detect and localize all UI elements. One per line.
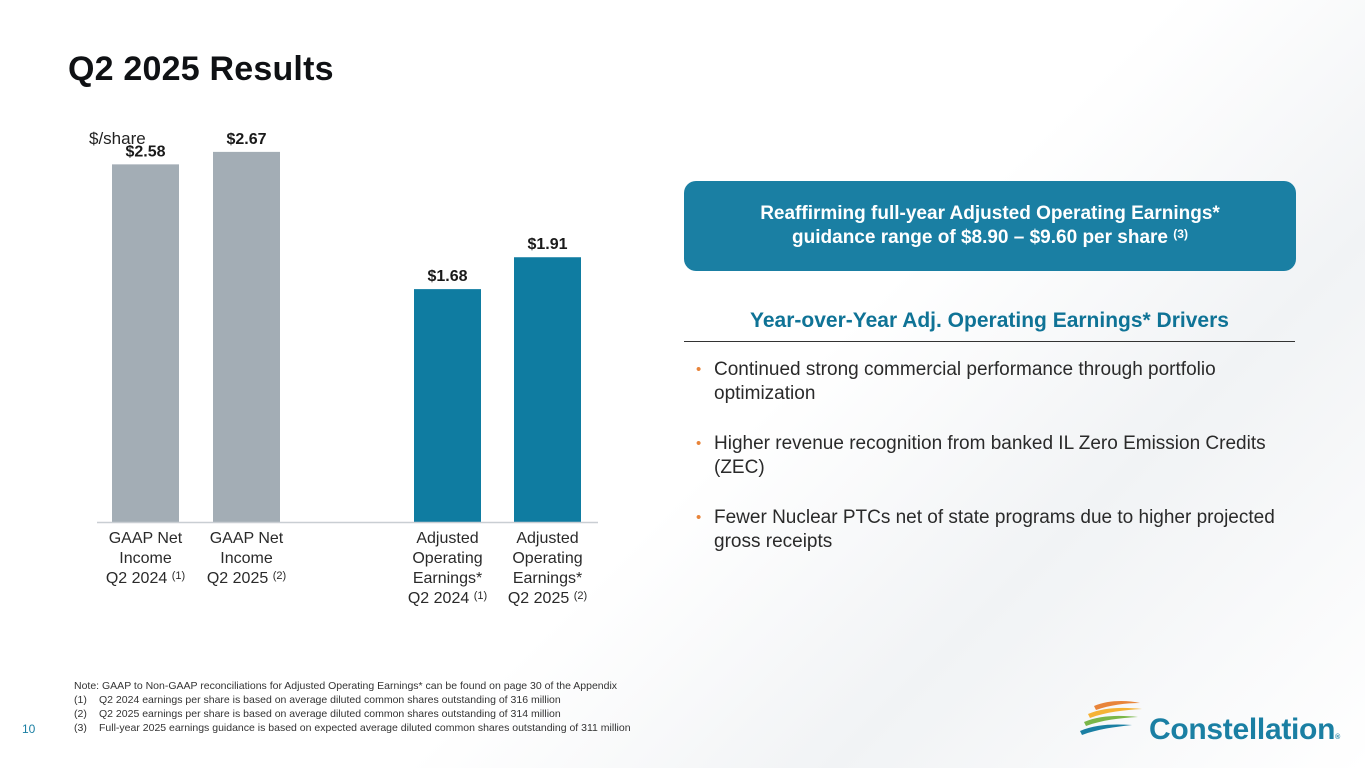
footnote-row: (3) Full-year 2025 earnings guidance is b…	[74, 722, 631, 734]
drivers-list: • Continued strong commercial performance…	[696, 358, 1296, 580]
guidance-callout: Reaffirming full-year Adjusted Operating…	[684, 181, 1296, 271]
category-label-2: Adjusted Operating Earnings* Q2 2024 (1)	[407, 530, 488, 607]
footnotes: Note: GAAP to Non-GAAP reconciliations f…	[74, 679, 631, 735]
bar-value-label-2: $1.68	[427, 268, 467, 285]
bullet-icon: •	[696, 435, 702, 452]
bar-2	[414, 289, 481, 522]
bar-1	[213, 151, 280, 522]
company-logo-text: Constellation®	[1149, 713, 1340, 746]
category-label-1: GAAP Net Income Q2 2025 (2)	[206, 530, 287, 587]
bullet-icon: •	[696, 361, 702, 378]
footnote-row: (1) Q2 2024 earnings per share is based o…	[74, 694, 561, 706]
category-label-0: GAAP Net Income Q2 2024 (1)	[105, 530, 186, 587]
bar-value-label-3: $1.91	[527, 236, 567, 253]
driver-item: • Higher revenue recognition from banked …	[696, 433, 1266, 478]
driver-item: • Continued strong commercial performance…	[696, 359, 1216, 404]
chart-unit-label: $/share	[89, 129, 146, 148]
page-title: Q2 2025 Results	[68, 50, 334, 88]
bar-value-label-0: $2.58	[125, 143, 165, 160]
constellation-swoosh-icon	[1080, 701, 1142, 735]
bar-value-label-1: $2.67	[226, 131, 266, 148]
bar-0	[112, 164, 179, 522]
callout-line-2: guidance range of $8.90 – $9.60 per shar…	[792, 227, 1168, 248]
footnote-row: (2) Q2 2025 earnings per share is based o…	[74, 708, 561, 720]
driver-item: • Fewer Nuclear PTCs net of state program…	[696, 507, 1275, 552]
callout-line-1: Reaffirming full-year Adjusted Operating…	[760, 203, 1220, 224]
bar-3	[514, 257, 581, 522]
callout-footnote: (3)	[1173, 227, 1188, 241]
drivers-title: Year-over-Year Adj. Operating Earnings* …	[684, 309, 1295, 342]
footnote-header: Note: GAAP to Non-GAAP reconciliations f…	[74, 680, 618, 692]
page-number: 10	[22, 722, 36, 736]
category-label-3: Adjusted Operating Earnings* Q2 2025 (2)	[507, 530, 588, 607]
bullet-icon: •	[696, 509, 702, 526]
